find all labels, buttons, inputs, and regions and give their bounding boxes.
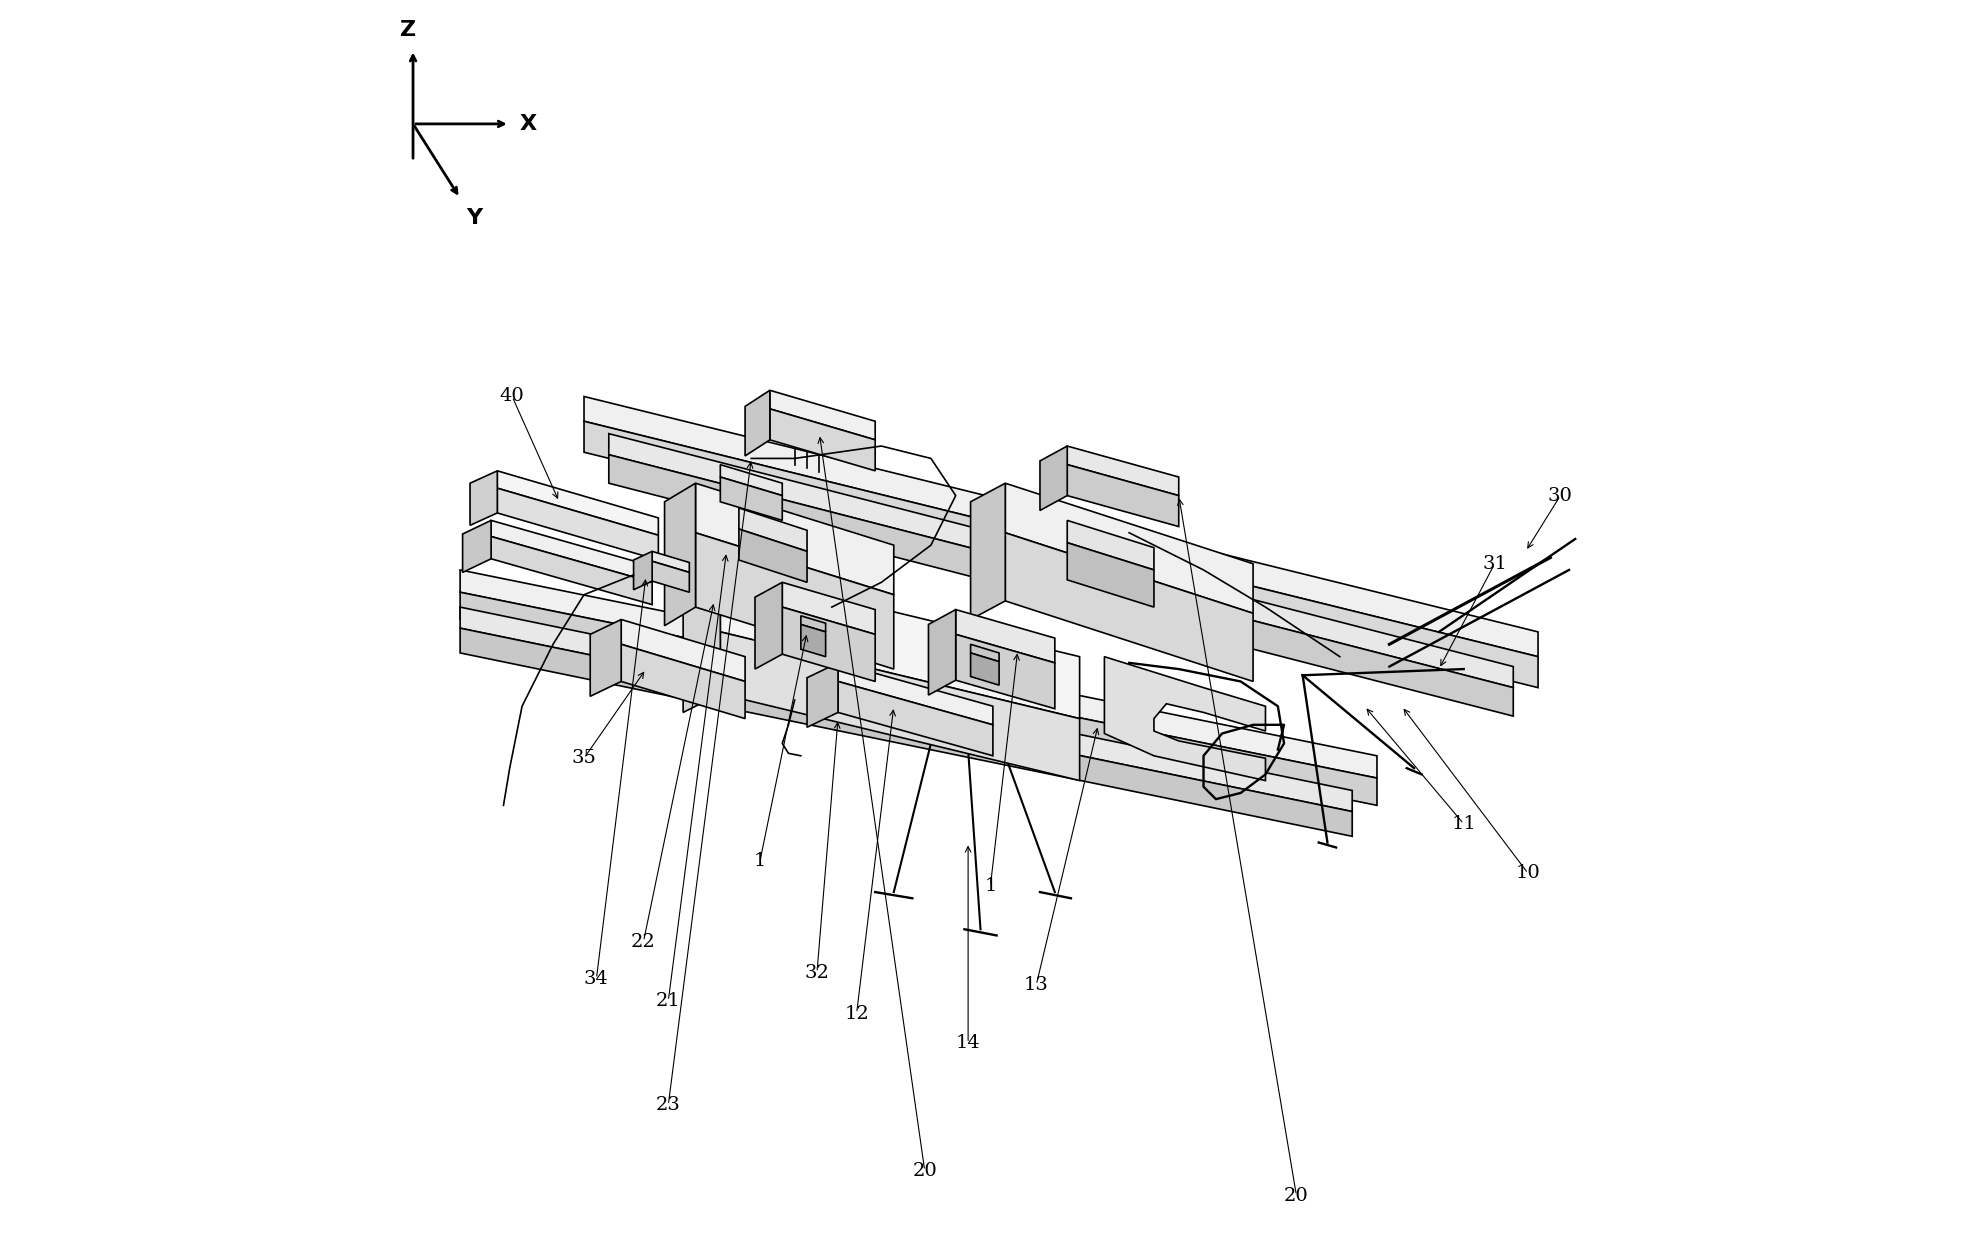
Polygon shape (696, 483, 894, 595)
Text: 31: 31 (1483, 555, 1508, 572)
Polygon shape (1039, 446, 1067, 510)
Polygon shape (720, 465, 782, 496)
Polygon shape (739, 529, 808, 582)
Text: 11: 11 (1451, 815, 1477, 833)
Text: 34: 34 (584, 970, 608, 987)
Polygon shape (463, 520, 490, 572)
Polygon shape (633, 551, 653, 590)
Polygon shape (739, 508, 808, 551)
Text: 1: 1 (753, 852, 767, 870)
Polygon shape (1104, 657, 1265, 781)
Polygon shape (837, 681, 992, 756)
Text: 40: 40 (500, 388, 524, 405)
Polygon shape (1067, 520, 1153, 570)
Polygon shape (808, 663, 837, 727)
Polygon shape (608, 455, 1514, 716)
Polygon shape (498, 471, 659, 535)
Polygon shape (782, 607, 875, 681)
Polygon shape (490, 520, 653, 582)
Polygon shape (1067, 446, 1179, 496)
Polygon shape (490, 536, 653, 605)
Polygon shape (461, 570, 1377, 778)
Polygon shape (461, 628, 1353, 836)
Text: 35: 35 (571, 750, 596, 767)
Polygon shape (584, 396, 1537, 657)
Polygon shape (1067, 465, 1179, 527)
Polygon shape (608, 434, 1514, 688)
Polygon shape (720, 477, 782, 520)
Polygon shape (971, 644, 998, 662)
Polygon shape (800, 616, 826, 632)
Polygon shape (1067, 543, 1153, 607)
Polygon shape (1006, 533, 1253, 681)
Polygon shape (1006, 483, 1253, 613)
Polygon shape (971, 653, 998, 685)
Text: 21: 21 (655, 992, 680, 1010)
Polygon shape (696, 533, 894, 669)
Polygon shape (745, 390, 771, 456)
Text: 13: 13 (1024, 976, 1049, 994)
Text: 23: 23 (655, 1097, 680, 1114)
Text: Y: Y (467, 208, 482, 228)
Text: 10: 10 (1516, 865, 1541, 882)
Text: 12: 12 (845, 1005, 869, 1022)
Polygon shape (682, 570, 720, 712)
Polygon shape (720, 570, 1081, 719)
Polygon shape (622, 620, 745, 681)
Text: 20: 20 (1284, 1187, 1308, 1204)
Text: X: X (520, 114, 537, 134)
Polygon shape (771, 409, 875, 471)
Polygon shape (955, 610, 1055, 663)
Text: 1: 1 (984, 877, 996, 895)
Polygon shape (928, 610, 955, 695)
Polygon shape (971, 483, 1006, 620)
Polygon shape (955, 634, 1055, 709)
Polygon shape (461, 592, 1377, 805)
Polygon shape (622, 644, 745, 719)
Polygon shape (590, 620, 622, 696)
Text: 14: 14 (955, 1035, 980, 1052)
Polygon shape (755, 582, 782, 669)
Text: 30: 30 (1547, 487, 1573, 504)
Polygon shape (471, 471, 498, 525)
Text: 22: 22 (631, 933, 655, 950)
Polygon shape (771, 390, 875, 440)
Polygon shape (653, 551, 690, 572)
Polygon shape (498, 488, 659, 560)
Polygon shape (653, 561, 690, 592)
Text: 32: 32 (804, 964, 830, 981)
Polygon shape (461, 607, 1353, 812)
Polygon shape (720, 632, 1081, 781)
Text: Z: Z (400, 20, 416, 40)
Polygon shape (800, 624, 826, 657)
Polygon shape (837, 663, 992, 725)
Polygon shape (782, 582, 875, 634)
Polygon shape (665, 483, 696, 626)
Text: 20: 20 (912, 1162, 937, 1180)
Polygon shape (584, 421, 1537, 688)
